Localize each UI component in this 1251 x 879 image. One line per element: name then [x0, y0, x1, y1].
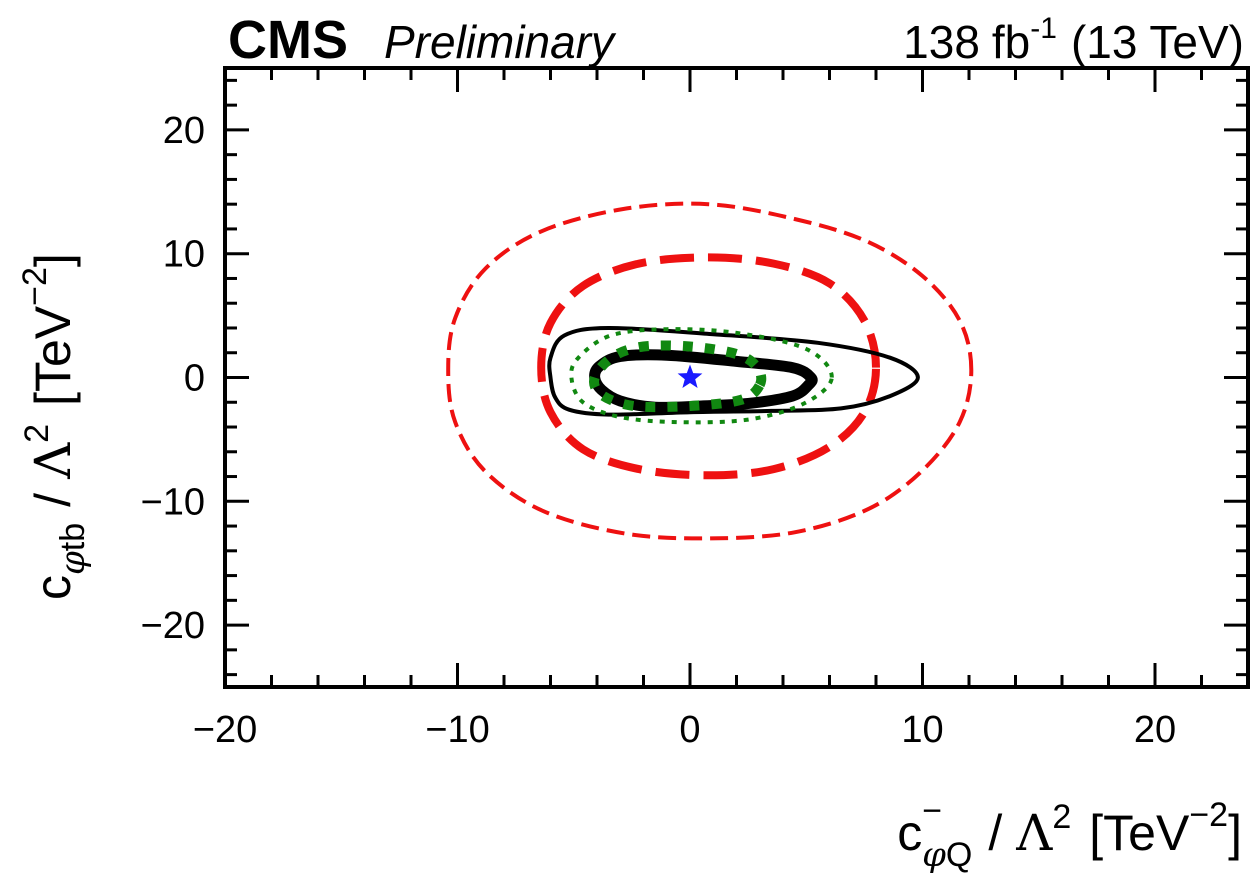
energy-label: (13 TeV) [1071, 16, 1244, 68]
y-tick-label: −20 [141, 605, 205, 647]
y-coef-subscript-rest: tb [54, 523, 92, 551]
x-tick-label: 10 [901, 709, 943, 751]
y-coef-symbol: c [25, 575, 81, 600]
contour-green-dotted-outer [569, 327, 834, 425]
x-axis-title: c− φQ / Λ2 [TeV−2] [897, 792, 1242, 875]
x-unit-open: [TeV [1089, 805, 1190, 861]
cms-label: CMS [228, 10, 348, 70]
y-tick-label: 20 [163, 110, 205, 152]
x-coef-subscript-phi: φ [922, 835, 946, 875]
x-tick-label: −10 [425, 709, 489, 751]
contour-black-inner [589, 349, 818, 413]
contour-layer [446, 201, 974, 541]
preliminary-label: Preliminary [384, 16, 617, 68]
tick-layer [223, 68, 1250, 687]
y-unit-close: ] [25, 253, 81, 267]
x-lambda: Λ [1015, 804, 1053, 862]
lumi-unit: fb [992, 16, 1030, 68]
y-tick-label: 0 [184, 358, 205, 400]
x-divider: / [988, 805, 1002, 861]
contour-red-dashed-outer [446, 201, 974, 541]
y-tick-label: 10 [163, 234, 205, 276]
tick-label-layer: −20 −10 0 10 20 −20 −10 0 10 20 [141, 110, 1177, 751]
y-axis-title: cφtb / Λ2 [TeV−2] [16, 253, 93, 600]
marker-layer [677, 364, 703, 388]
x-tick-label: −20 [193, 709, 257, 751]
lumi-value: 138 [903, 16, 980, 68]
x-lambda-power: 2 [1052, 798, 1071, 836]
x-tick-label: 20 [1134, 709, 1176, 751]
y-coef-subscript-phi: φ [53, 551, 93, 575]
contour-green-dotted-inner [589, 340, 767, 413]
x-coef-subscript-rest: Q [946, 836, 972, 874]
y-lambda: Λ [24, 442, 82, 480]
x-unit-exponent: −2 [1189, 796, 1228, 834]
y-tick-label: −10 [141, 481, 205, 523]
y-lambda-power: 2 [18, 424, 56, 443]
lumi-exponent: -1 [1030, 12, 1057, 45]
contour-red-dashed-inner [537, 253, 880, 480]
plot-frame [223, 66, 1250, 689]
y-unit-exponent: −2 [16, 267, 54, 306]
y-divider: / [25, 493, 81, 507]
best-fit-star-marker [677, 364, 703, 388]
x-tick-label: 0 [679, 709, 700, 751]
x-coef-superscript: − [922, 792, 942, 830]
x-unit-close: ] [1228, 805, 1242, 861]
y-unit-open: [TeV [25, 305, 81, 406]
x-coef-symbol: c [897, 805, 922, 861]
luminosity-label: 138 fb-1 (13 TeV) [903, 12, 1244, 68]
